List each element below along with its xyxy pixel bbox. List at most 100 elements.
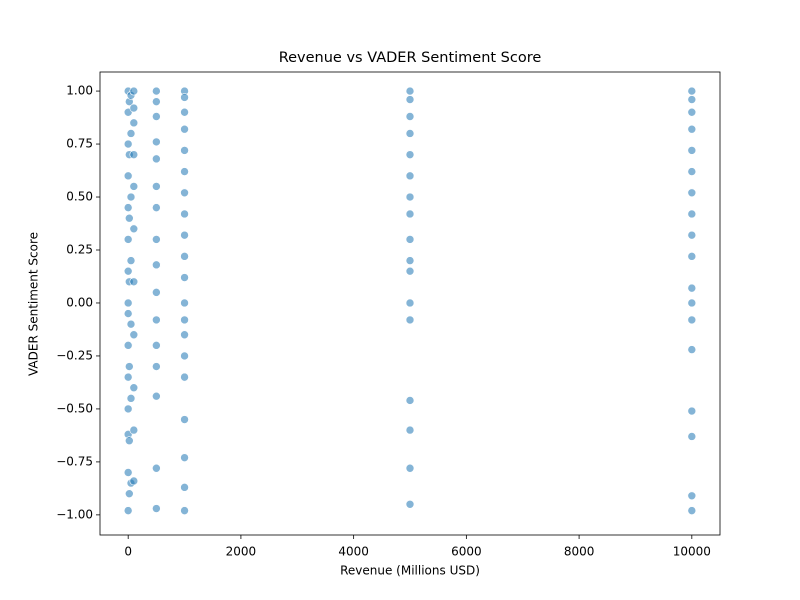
point bbox=[123, 139, 133, 149]
point bbox=[180, 167, 189, 176]
y-tick-label: −0.25 bbox=[56, 348, 93, 362]
point bbox=[129, 476, 139, 486]
point bbox=[123, 468, 133, 477]
plot-frame bbox=[99, 71, 721, 536]
point bbox=[123, 266, 133, 276]
point bbox=[152, 112, 161, 121]
point bbox=[687, 167, 697, 176]
point bbox=[180, 483, 189, 492]
point bbox=[129, 86, 139, 96]
point bbox=[152, 362, 161, 371]
point bbox=[125, 362, 134, 371]
point bbox=[126, 192, 136, 202]
y-tick-label: 1.00 bbox=[66, 84, 93, 98]
point bbox=[405, 129, 415, 138]
point bbox=[123, 298, 133, 308]
point bbox=[180, 351, 189, 361]
point bbox=[687, 491, 697, 501]
point bbox=[405, 499, 415, 509]
point bbox=[687, 298, 697, 308]
y-tick-label: 0.50 bbox=[66, 190, 93, 204]
y-axis-label: VADER Sentiment Score bbox=[27, 232, 41, 376]
point bbox=[126, 256, 136, 265]
point bbox=[125, 436, 134, 446]
point bbox=[129, 425, 139, 435]
point bbox=[405, 112, 415, 121]
x-tick-label: 2000 bbox=[226, 545, 257, 559]
point bbox=[687, 86, 697, 96]
point bbox=[687, 124, 697, 134]
point bbox=[180, 146, 189, 155]
ticks: 0 2000 4000 6000 8000 10000 −1.00 −0.75 −0.50 −0.… bbox=[56, 84, 711, 559]
point bbox=[129, 277, 139, 287]
point bbox=[180, 298, 189, 308]
point bbox=[126, 394, 136, 403]
point bbox=[152, 235, 161, 244]
point bbox=[405, 315, 415, 325]
x-tick-label: 8000 bbox=[564, 545, 595, 559]
point bbox=[180, 506, 189, 515]
point bbox=[152, 260, 161, 270]
y-tick-label: −1.00 bbox=[56, 507, 93, 521]
point bbox=[405, 298, 415, 308]
y-tick-label: 0.00 bbox=[66, 295, 93, 309]
x-tick-label: 10000 bbox=[673, 545, 711, 559]
point bbox=[687, 315, 697, 325]
point bbox=[126, 319, 136, 329]
point bbox=[125, 213, 134, 223]
point bbox=[129, 103, 139, 113]
point bbox=[125, 489, 134, 498]
point bbox=[152, 154, 161, 164]
point bbox=[152, 97, 161, 106]
point bbox=[687, 432, 697, 441]
point bbox=[152, 288, 161, 297]
point bbox=[180, 209, 189, 219]
point bbox=[405, 266, 415, 276]
point bbox=[180, 453, 189, 462]
point bbox=[180, 188, 189, 198]
point bbox=[152, 203, 161, 212]
point bbox=[687, 146, 697, 155]
point bbox=[152, 504, 161, 513]
point bbox=[123, 203, 133, 212]
point bbox=[180, 372, 189, 382]
point bbox=[180, 415, 189, 424]
point bbox=[123, 309, 133, 318]
point bbox=[152, 463, 161, 473]
y-tick-label: 0.75 bbox=[66, 137, 93, 151]
point bbox=[123, 506, 133, 515]
point bbox=[180, 315, 189, 325]
y-tick-label: 0.25 bbox=[66, 242, 93, 256]
points bbox=[123, 86, 697, 515]
point bbox=[152, 341, 161, 350]
point bbox=[687, 506, 697, 515]
point bbox=[405, 95, 415, 104]
point bbox=[152, 391, 161, 401]
point bbox=[123, 235, 133, 244]
point bbox=[405, 425, 415, 435]
point bbox=[405, 209, 415, 219]
point bbox=[687, 95, 697, 104]
y-tick-label: −0.75 bbox=[56, 454, 93, 468]
point bbox=[405, 192, 415, 202]
point bbox=[180, 330, 189, 340]
point bbox=[152, 137, 161, 147]
point bbox=[129, 118, 139, 128]
point bbox=[123, 372, 133, 382]
point bbox=[405, 256, 415, 265]
point bbox=[405, 86, 415, 96]
point bbox=[180, 252, 189, 261]
point bbox=[123, 171, 133, 181]
point bbox=[687, 345, 697, 354]
x-tick-label: 0 bbox=[124, 545, 132, 559]
point bbox=[405, 235, 415, 244]
chart-title: Revenue vs VADER Sentiment Score bbox=[279, 50, 542, 66]
point bbox=[687, 209, 697, 219]
point bbox=[129, 182, 139, 191]
point bbox=[152, 86, 161, 96]
point bbox=[405, 171, 415, 181]
point bbox=[152, 315, 161, 325]
point bbox=[405, 396, 415, 405]
point bbox=[180, 273, 189, 282]
point bbox=[126, 129, 136, 138]
